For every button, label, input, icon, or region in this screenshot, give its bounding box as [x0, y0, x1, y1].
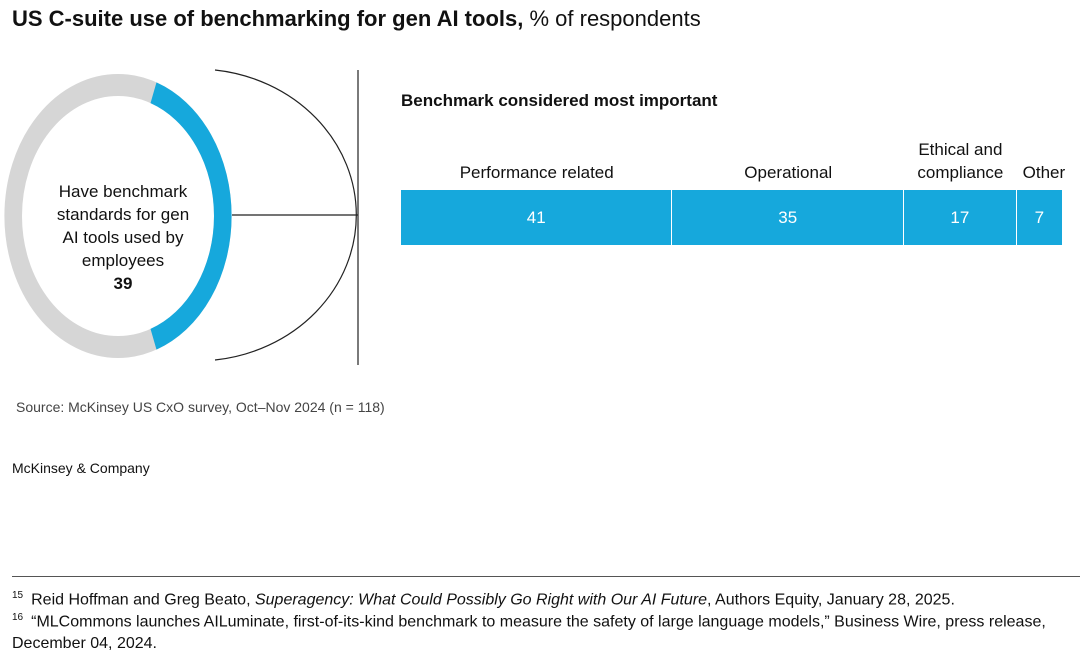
- source: Source: McKinsey US CxO survey, Oct–Nov …: [16, 399, 385, 415]
- segment: Operational 35: [672, 130, 905, 245]
- footnote: 16 “MLCommons launches AILuminate, first-…: [12, 607, 1052, 655]
- donut-arc: [150, 82, 232, 350]
- footnote-number: 15: [12, 590, 24, 601]
- footnote-text: “MLCommons launches AILuminate, first-of…: [12, 613, 1046, 653]
- bar-segment: 35: [672, 190, 905, 245]
- bar-segment: 41: [401, 190, 673, 245]
- footnote-number: 16: [12, 612, 24, 623]
- donut: [4, 74, 232, 358]
- category-label: Operational: [744, 163, 833, 182]
- segment: Ethical and compliance 17: [904, 130, 1017, 245]
- donut-value: 39: [113, 274, 133, 293]
- bar-segment: 7: [1016, 190, 1063, 245]
- donut-chart: [4, 69, 359, 365]
- rule: [12, 576, 1080, 577]
- donut-text: Have benchmark standards for gen AI tool…: [56, 182, 190, 270]
- title-main: US C-suite use of benchmarking for gen A…: [12, 6, 524, 31]
- segment: Other 7: [1016, 130, 1066, 245]
- stacked-bar: Performance related 41 Operational 35 Ethica…: [401, 130, 1066, 245]
- footnote: 15 Reid Hoffman and Greg Beato, Superagen…: [12, 585, 1052, 611]
- category-label: Ethical and compliance: [917, 140, 1004, 182]
- title: US C-suite use of benchmarking for gen A…: [12, 6, 701, 32]
- donut-label: Have benchmark standards for gen AI tool…: [48, 180, 198, 295]
- bar-title: Benchmark considered most important: [401, 91, 718, 110]
- bar-segment: 17: [904, 190, 1017, 245]
- brand: McKinsey & Company: [12, 460, 150, 476]
- segment: Performance related 41: [401, 130, 673, 245]
- footnote-text: Reid Hoffman and Greg Beato,: [31, 591, 251, 609]
- category-label: Performance related: [459, 163, 614, 182]
- footnote-italic: Superagency: What Could Possibly Go Righ…: [254, 591, 708, 609]
- footnote-text: , Authors Equity, January 28, 2025.: [707, 591, 955, 609]
- subtitle: % of respondents: [529, 6, 701, 31]
- category-label: Other: [1022, 163, 1066, 182]
